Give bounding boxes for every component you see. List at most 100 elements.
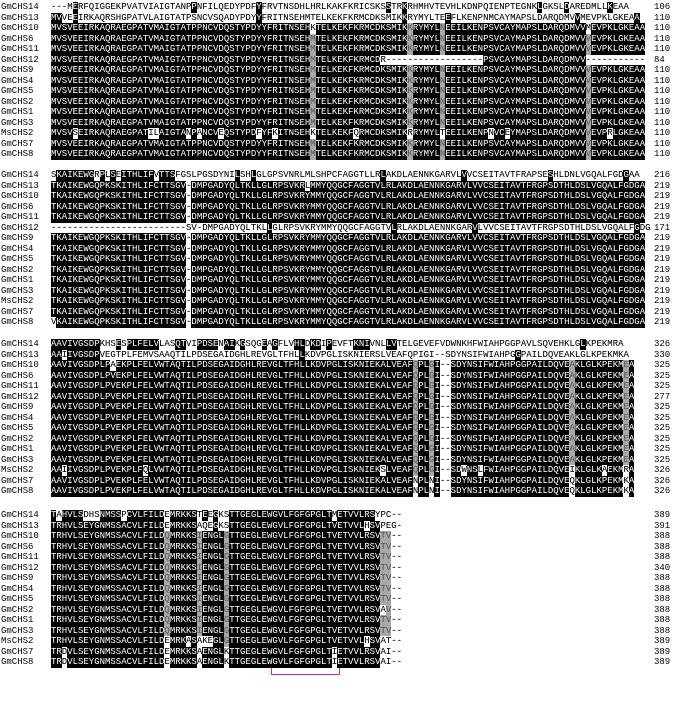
residue-shading (51, 212, 186, 223)
residue-shading (51, 486, 413, 497)
residue-shading (407, 65, 413, 76)
residue-shading (429, 402, 435, 413)
alignment-row: GmCHS8 AAVIVGSDPLPVEKPLFELVWTAQTILPDSEGAI… (0, 486, 685, 497)
alignment-row: GmCHS9 MVSVEEIRKAQRAEGPATVMAIGTATPPNCVDQS… (0, 65, 685, 76)
residue-shading (148, 465, 381, 476)
residue-shading (574, 475, 624, 486)
residue-count: 388 (654, 552, 671, 562)
residue-shading (628, 402, 635, 413)
residue-shading (628, 465, 635, 476)
sequence-name: GmCHS9 (1, 65, 34, 75)
sequence-name: GmCHS4 (1, 75, 34, 86)
residue-shading (202, 615, 224, 626)
alignment-row: GmCHS8 MVSVEEIRKAQRAEGPATVMAIGTATPPNCVDQS… (0, 149, 685, 160)
residue-shading (450, 486, 570, 497)
alignment-row: GmCHS11 TRHVLSEYGNMSSACVLFILDQMRKKSIENGLG… (0, 552, 685, 563)
residue-shading (574, 486, 624, 497)
sequence-text: MVSVEEIRKAQRAEGPATVMAIGTATPPNCVDQSTYPDYY… (51, 23, 646, 33)
alignment-row: GmCHS10 TKAIKEWGQPKSKITHLIFCTTSGV-DMPGADY… (0, 191, 685, 202)
residue-count: 388 (654, 615, 671, 625)
alignment-row: GmCHS4 TKAIKEWGQPKSKITHLIFCTTSGV-DMPGADYQ… (0, 243, 685, 254)
sequence-text: TRHVLSEYGNMSSACVLFILDQMRKKSIENGLGTTGEGLE… (51, 625, 403, 636)
sequence: AAVIVGSDPLPVEKPLFELVWTAQTILPDSEGAIDGHLRE… (51, 486, 651, 497)
residue-count: 219 (654, 264, 671, 275)
residue-count: 219 (654, 233, 671, 243)
residue-shading (51, 391, 413, 402)
sequence-name: GmCHS14 (1, 510, 39, 520)
residue-shading (315, 54, 381, 65)
residue-shading (315, 138, 408, 149)
residue-shading (51, 296, 186, 307)
residue-shading (585, 128, 591, 139)
residue-shading (169, 583, 197, 594)
sequence-name: GmCHS6 (1, 541, 34, 552)
residue-shading (569, 360, 575, 371)
residue-shading (412, 65, 440, 76)
residue-shading (607, 2, 613, 13)
sequence-text: AAVIVGSDPLPVEKPLFELVWTAQTILPDSEGAIDGHLRE… (51, 391, 635, 402)
residue-shading (434, 402, 440, 413)
residue-shading (591, 65, 645, 76)
residue-shading (229, 552, 381, 563)
residue-shading (191, 317, 645, 328)
sequence-text: SKAIKEWGRPLSEITHLIFVTTSFGSLPGSDYNILSHLGL… (51, 170, 640, 180)
residue-shading (67, 657, 165, 668)
residue-shading (450, 360, 570, 371)
sequence-name: MsCHS2 (1, 296, 34, 306)
residue-shading (412, 412, 419, 423)
alignment-row: GmCHS14 TAHVLSDHSNMSSPCVLFILDEMRKKSTEEGKS… (0, 510, 685, 521)
residue-shading (418, 381, 429, 392)
alignment-row: GmCHS12 TRHVLSEYGNMSSACVLFILDQMRKKSIENGLG… (0, 562, 685, 573)
sequence: TRHVLSEYGNMSSACVLFILDQMRKKSIENGLGTTGEGLE… (51, 625, 651, 636)
residue-count: 219 (654, 275, 671, 285)
sequence: AAIIVGSDPVEGTPLFEMVSAAQTILPDSEGAIDGHLREV… (51, 349, 651, 360)
residue-shading (202, 531, 224, 542)
residue-shading (315, 75, 408, 86)
residue-shading (51, 657, 62, 668)
sequence: TRHVLSEYGNMSSACVLFILDEMRKKSAQEGKSTTGEGLE… (51, 520, 651, 531)
sequence-name: GmCHS10 (1, 360, 39, 370)
alignment-row: GmCHS13 TKAIKEWGQPKSKITHLIFCTTSGV-DMPGADY… (0, 180, 685, 191)
residue-shading (450, 412, 570, 423)
residue-count: 325 (654, 370, 671, 381)
sequence-text: TRHVLSEYGNMSSACVLFILDQMRKKSIENGLGTTGEGLE… (51, 552, 403, 562)
residue-shading (310, 180, 645, 191)
residue-count: 326 (654, 475, 671, 486)
sequence: MVSVEEIRKAQRAEGPATVMAIGTATPPNCVDQSTYPDYY… (51, 33, 651, 44)
residue-shading (202, 573, 224, 584)
residue-shading (407, 107, 413, 118)
alignment-row: MsCHS2 TRHVLSEYGNMSSACVLFILDEMRKASAKEGLGT… (0, 636, 685, 647)
residue-shading (202, 657, 224, 668)
alignment-row: GmCHS5 MVSVEEIRKAQRAEGPATVMAIGTATPPNCVDQS… (0, 86, 685, 97)
sequence-text: TKAIKEWGQPKSKITHLIFCTTSGV-DMPGADYQLTKLLG… (51, 243, 646, 254)
sequence: TRHVLSEYGNMSSACVLFILDQMRKKSIENGLGTTGEGLE… (51, 562, 651, 573)
residue-shading (51, 33, 311, 44)
residue-shading (380, 583, 392, 594)
residue-shading (272, 339, 278, 350)
residue-count: 325 (654, 381, 671, 391)
residue-shading (202, 541, 224, 552)
sequence-name: GmCHS3 (1, 285, 34, 296)
residue-shading (591, 128, 608, 139)
residue-shading (407, 117, 413, 128)
residue-shading (429, 444, 435, 455)
sequence-name: GmCHS14 (1, 2, 39, 12)
residue-shading (191, 306, 645, 317)
residue-shading (310, 149, 316, 160)
sequence: AAVIVGSDPLPVEKPLFELVWTAQTILPDSEGAIDGHLRE… (51, 412, 651, 423)
residue-shading (628, 486, 635, 497)
residue-shading (412, 454, 419, 465)
sequence-name: GmCHS9 (1, 233, 34, 243)
residue-shading (564, 2, 570, 13)
sequence-name: GmCHS3 (1, 454, 34, 465)
sequence-name: GmCHS2 (1, 96, 34, 107)
sequence-name: GmCHS1 (1, 275, 34, 285)
sequence-text: TRHVLSEYGNMSSACVLFILDQMRKKSIENGLGTTGEGLE… (51, 615, 403, 625)
residue-shading (169, 625, 197, 636)
residue-count: 325 (654, 412, 671, 423)
residue-shading (407, 44, 413, 55)
residue-shading (72, 12, 78, 23)
residue-shading (229, 541, 381, 552)
residue-shading (439, 23, 446, 34)
